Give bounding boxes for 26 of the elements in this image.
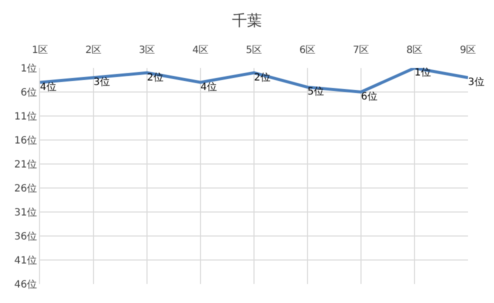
- y-tick-label: 16位: [14, 134, 37, 146]
- y-tick-label: 1位: [20, 62, 37, 74]
- y-tick-label: 26位: [14, 182, 37, 194]
- data-label: 3位: [468, 76, 484, 88]
- data-label: 4位: [200, 80, 217, 93]
- x-tick-label: 4区: [192, 45, 209, 56]
- x-tick-label: 3区: [138, 45, 156, 56]
- y-tick-label: 6位: [20, 86, 37, 98]
- x-tick-label: 8区: [406, 45, 423, 56]
- data-label: 3位: [94, 76, 110, 88]
- x-tick-label: 1区: [32, 45, 48, 56]
- chart-title: 千葉: [232, 12, 262, 30]
- data-label: 6位: [361, 90, 378, 102]
- x-tick-label: 9区: [460, 45, 476, 56]
- x-tick-label: 7区: [352, 45, 370, 56]
- y-tick-label: 31位: [14, 206, 37, 218]
- y-tick-label: 21位: [14, 158, 37, 170]
- y-tick-label: 41位: [14, 254, 37, 266]
- y-tick-label: 36位: [14, 230, 37, 242]
- data-label: 4位: [40, 80, 56, 93]
- x-tick-label: 6区: [299, 45, 316, 56]
- y-tick-label: 46位: [14, 278, 37, 290]
- x-tick-label: 5区: [246, 45, 262, 56]
- x-tick-label: 2区: [85, 45, 102, 56]
- data-label: 5位: [308, 86, 324, 98]
- y-tick-label: 11位: [14, 110, 37, 122]
